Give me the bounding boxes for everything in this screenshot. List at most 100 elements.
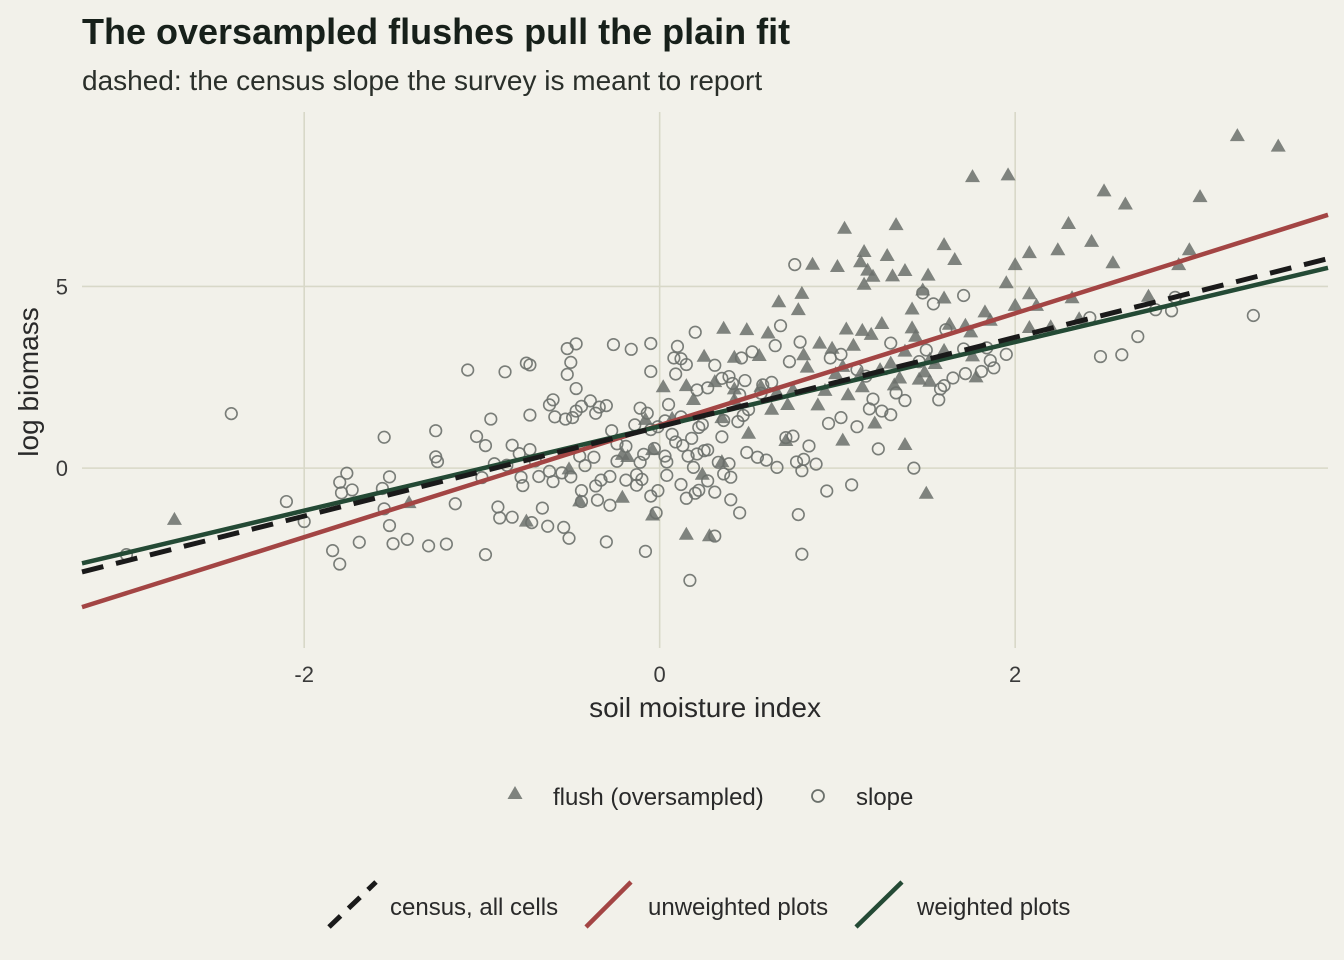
- slope-point: [926, 297, 941, 311]
- flush-point: [865, 268, 881, 282]
- slope-point: [933, 382, 948, 396]
- slope-point: [983, 353, 997, 368]
- legend-label-census: census, all cells: [390, 894, 558, 921]
- flush-point: [829, 258, 845, 272]
- flush-point: [764, 401, 780, 415]
- slope-point: [658, 449, 672, 463]
- slope-point: [565, 411, 580, 425]
- flush-point: [883, 355, 899, 369]
- slope-point: [715, 371, 729, 385]
- line-legend: census, all cells unweighted plots weigh…: [327, 880, 1070, 929]
- slope-point: [797, 452, 811, 467]
- slope-point: [717, 467, 731, 481]
- slope-point: [701, 381, 715, 395]
- flush-point: [936, 290, 952, 304]
- slope-point: [834, 347, 848, 361]
- slope-point: [660, 468, 674, 482]
- slope-point: [532, 469, 546, 484]
- slope-point: [958, 367, 972, 381]
- slope-point: [491, 500, 505, 514]
- flush-point: [840, 387, 856, 401]
- slope-point: [685, 431, 699, 445]
- slope-point: [788, 258, 802, 272]
- slope-point: [1131, 329, 1145, 344]
- slope-point: [478, 438, 493, 453]
- slope-point: [795, 547, 809, 561]
- slope-point: [649, 506, 663, 520]
- flush-point: [645, 507, 661, 521]
- slope-point: [866, 392, 880, 406]
- flush-point: [739, 322, 755, 336]
- flush-point: [812, 335, 828, 349]
- flush-point: [1007, 257, 1023, 271]
- slope-point: [871, 442, 885, 456]
- slope-point: [382, 470, 397, 484]
- slope-point: [589, 406, 603, 420]
- slope-point: [334, 486, 349, 500]
- point-legend: flush (oversampled) slope: [507, 784, 913, 811]
- slope-point: [448, 497, 462, 511]
- flush-point: [726, 349, 742, 363]
- slope-point: [439, 537, 453, 551]
- slope-point: [782, 355, 797, 369]
- slope-point: [740, 445, 754, 460]
- slope-point: [478, 548, 493, 562]
- census-fit-line: [81, 256, 1329, 575]
- slope-point: [583, 394, 597, 408]
- slope-point: [987, 361, 1001, 375]
- slope-point: [569, 404, 583, 418]
- y-axis-label: log biomass: [13, 307, 44, 456]
- slope-point: [821, 416, 836, 431]
- flush-point: [794, 285, 810, 299]
- slope-point: [647, 441, 661, 456]
- flush-point: [1140, 288, 1156, 302]
- slope-point: [345, 483, 359, 497]
- slope-point: [599, 399, 613, 413]
- flush-point: [835, 432, 851, 446]
- slope-point: [773, 319, 788, 333]
- slope-point: [430, 454, 445, 469]
- slope-point: [932, 393, 946, 407]
- unweighted-fit-line: [81, 212, 1329, 610]
- slope-point: [505, 438, 519, 452]
- slope-point: [619, 439, 633, 453]
- flush-point: [1050, 242, 1066, 256]
- legend-triangle-icon: [507, 786, 523, 799]
- flush-point: [1021, 319, 1037, 333]
- slope-point: [469, 429, 484, 444]
- slope-point: [606, 337, 621, 352]
- flush-point: [678, 378, 694, 392]
- legend-unweighted-swatch: [584, 880, 633, 929]
- legend-weighted-swatch: [854, 880, 904, 929]
- slope-point: [564, 355, 578, 369]
- legend-label-weighted: weighted plots: [916, 894, 1070, 921]
- slope-point: [733, 506, 747, 520]
- slope-point: [326, 544, 340, 558]
- slope-point: [633, 455, 647, 469]
- axis-ticks: -2 0 2 0 5: [56, 274, 1022, 687]
- slope-point: [789, 455, 804, 469]
- slope-point: [333, 557, 347, 571]
- slope-point: [701, 474, 715, 488]
- slope-point: [695, 417, 709, 432]
- flush-point: [874, 315, 890, 329]
- data-points: [119, 128, 1286, 588]
- slope-point: [786, 429, 800, 443]
- flush-point: [1270, 138, 1286, 152]
- slope-point: [1093, 349, 1108, 364]
- flush-point: [856, 244, 872, 258]
- flush-point: [1117, 196, 1133, 210]
- flush-point: [1229, 128, 1245, 142]
- x-tick-label: 2: [1009, 662, 1021, 687]
- flush-point: [1181, 242, 1197, 256]
- flush-point: [863, 326, 879, 340]
- flush-point: [897, 437, 913, 451]
- flush-point: [879, 248, 895, 262]
- slope-point: [224, 407, 238, 421]
- flush-point: [963, 324, 979, 338]
- slope-point: [562, 531, 576, 545]
- flush-point: [998, 275, 1014, 289]
- flush-point: [965, 169, 981, 183]
- slope-point: [823, 351, 837, 365]
- slope-point: [352, 535, 366, 549]
